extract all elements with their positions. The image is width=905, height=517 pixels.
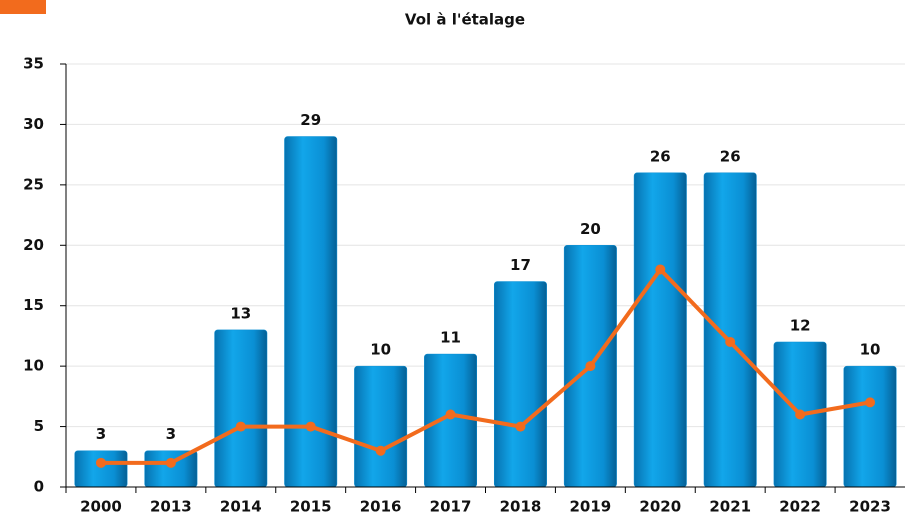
x-tick-label: 2017 [430, 498, 472, 516]
bar [493, 281, 547, 488]
x-tick-label: 2014 [220, 498, 262, 516]
y-tick-label: 35 [23, 55, 44, 73]
bar [703, 172, 757, 488]
bar [144, 450, 198, 488]
line-point [725, 336, 736, 347]
x-tick-label: 2020 [639, 498, 681, 516]
bar [633, 172, 687, 488]
x-tick-label: 2013 [150, 498, 192, 516]
y-tick-label: 30 [23, 115, 44, 133]
logo-mark [0, 0, 46, 14]
value-label: 29 [300, 111, 321, 129]
x-tick-label: 2018 [500, 498, 542, 516]
bar [424, 353, 478, 488]
value-label: 11 [440, 329, 461, 347]
y-tick-label: 10 [23, 357, 44, 375]
chart-title: Vol à l'étalage [405, 11, 525, 29]
bar [74, 450, 128, 488]
x-tick-label: 2015 [290, 498, 332, 516]
line-point [165, 457, 176, 468]
value-label: 3 [166, 425, 176, 443]
value-label: 26 [720, 147, 741, 165]
line-point [305, 421, 316, 432]
line [100, 267, 871, 465]
y-tick-label: 15 [23, 296, 44, 314]
value-label: 17 [510, 256, 531, 274]
y-tick-label: 0 [34, 478, 44, 496]
x-tick-label: 2021 [709, 498, 751, 516]
y-tick-label: 20 [23, 236, 44, 254]
value-label: 10 [370, 341, 391, 359]
value-label: 20 [580, 220, 601, 238]
y-tick-label: 5 [34, 417, 44, 435]
x-tick-label: 2022 [779, 498, 821, 516]
x-tick-label: 2000 [80, 498, 122, 516]
line-point [865, 397, 876, 408]
x-tick-label: 2023 [849, 498, 891, 516]
value-label: 12 [790, 316, 811, 334]
x-tick-label: 2019 [570, 498, 612, 516]
bar [214, 329, 268, 488]
line-point [95, 457, 106, 468]
line-point [235, 421, 246, 432]
y-tick-label: 25 [23, 175, 44, 193]
line-point [515, 421, 526, 432]
value-label: 10 [860, 341, 881, 359]
x-tick-label: 2016 [360, 498, 402, 516]
value-label: 26 [650, 147, 671, 165]
line-point [795, 409, 806, 420]
bar [843, 365, 897, 488]
line-point [585, 361, 596, 372]
line-point [375, 445, 386, 456]
value-label: 13 [230, 304, 251, 322]
line-point [655, 264, 666, 275]
line-point [445, 409, 456, 420]
value-label: 3 [96, 425, 106, 443]
bar [354, 365, 408, 488]
